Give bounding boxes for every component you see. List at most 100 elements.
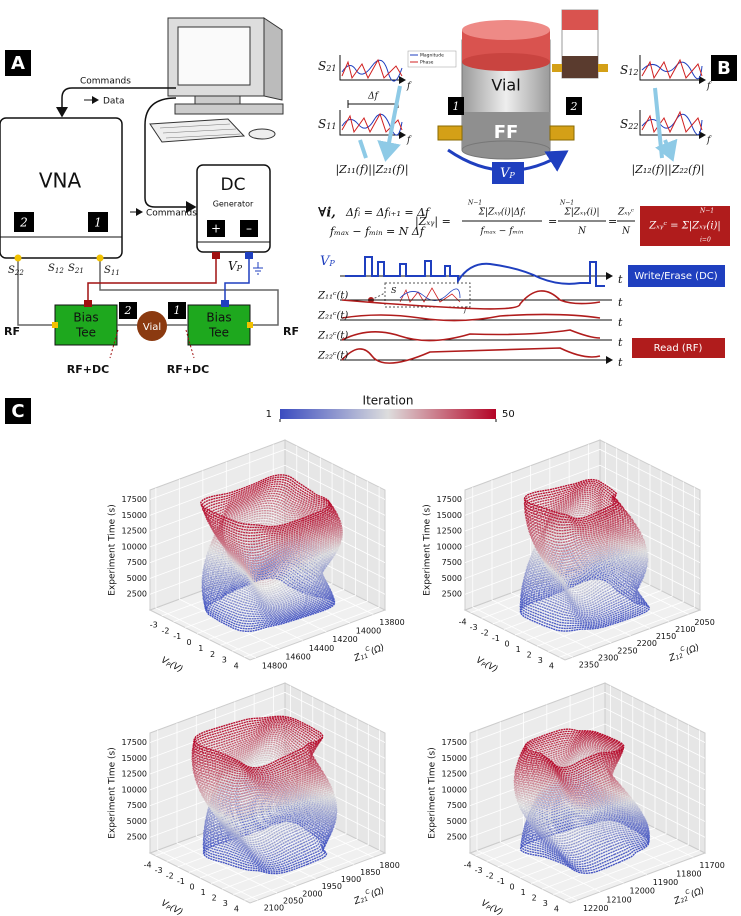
z-tick-label: 5000 bbox=[447, 817, 467, 826]
v-base: V bbox=[320, 254, 331, 269]
y-tick-label: 2150 bbox=[656, 632, 676, 641]
grid-line bbox=[559, 487, 695, 658]
terminal-label: + bbox=[211, 222, 221, 236]
trajectory-loop bbox=[202, 815, 330, 870]
trajectory-loop bbox=[519, 819, 650, 874]
trajectory-loop bbox=[207, 788, 338, 846]
panel-label: C bbox=[11, 401, 24, 422]
data-label: Data bbox=[103, 97, 125, 107]
grid-line bbox=[196, 463, 333, 634]
trajectory-loop bbox=[523, 559, 645, 610]
z-tick-label: 15000 bbox=[122, 754, 147, 763]
trace-label: Z₂₁ᶜ(t) bbox=[317, 311, 348, 322]
grid-line bbox=[149, 496, 386, 548]
trajectory-loop bbox=[201, 550, 326, 607]
trajectory-loop bbox=[193, 715, 324, 769]
x-tick-label: 1 bbox=[198, 644, 203, 653]
formula-num: Zₓᵧᶜ bbox=[617, 208, 634, 218]
y-label-sub: 11 bbox=[359, 652, 369, 661]
vp-box bbox=[492, 162, 524, 184]
y-tick-label: 1850 bbox=[360, 868, 380, 877]
z-axis-label: Experiment Time (s) bbox=[423, 504, 433, 595]
dc-wire-red bbox=[87, 252, 217, 305]
y-axis-label: Z12C(Ω) bbox=[666, 640, 701, 664]
computer bbox=[149, 17, 284, 143]
x-tick-label: 2 bbox=[210, 650, 215, 659]
trajectory-loop bbox=[191, 726, 316, 781]
trajectory-loop bbox=[514, 743, 618, 790]
rfdc-label: RF+DC bbox=[67, 363, 109, 376]
trajectory-loop bbox=[515, 740, 620, 786]
z-tick-label: 10000 bbox=[442, 785, 467, 794]
port-box bbox=[119, 302, 137, 319]
x-tick-label: 2 bbox=[212, 894, 217, 903]
grid-line bbox=[178, 479, 280, 650]
t-label: t bbox=[618, 273, 623, 286]
grid-line bbox=[464, 480, 701, 532]
trace-label: Z₁₁ᶜ(t) bbox=[317, 291, 348, 302]
grid-line bbox=[510, 472, 612, 644]
s21-label: S21 bbox=[318, 59, 336, 74]
trajectory-loop bbox=[523, 478, 618, 520]
z-tick-label: 12500 bbox=[442, 770, 467, 779]
trajectory-loop bbox=[517, 736, 622, 780]
y-label-unit: (Ω) bbox=[684, 642, 701, 656]
z-tick-label: 2500 bbox=[127, 833, 147, 842]
x-tick-label: 0 bbox=[189, 883, 194, 892]
x-label-base: V bbox=[474, 655, 485, 667]
trajectory-loop bbox=[523, 557, 646, 608]
vp-waveform bbox=[345, 256, 605, 287]
connector bbox=[245, 252, 253, 259]
v-sub: P bbox=[236, 264, 243, 273]
x-label-sub: P bbox=[165, 661, 172, 669]
z-axis-label: Experiment Time (s) bbox=[108, 504, 118, 595]
x-label-sub: P bbox=[165, 904, 172, 912]
port-label: 2 bbox=[570, 100, 578, 113]
sum-upper: N−1 bbox=[699, 208, 714, 215]
legend-label: Magnitude bbox=[420, 53, 444, 59]
y-tick-label: 13800 bbox=[379, 618, 404, 627]
trace-label: Z₂₂ᶜ(t) bbox=[317, 351, 348, 362]
trajectory-loop bbox=[521, 772, 639, 825]
trajectory-loop bbox=[205, 536, 337, 594]
x-label-base: V bbox=[159, 898, 170, 910]
trajectory-loop bbox=[525, 554, 647, 604]
trajectory-loop bbox=[522, 730, 625, 771]
x-tick-label: 1 bbox=[201, 888, 206, 897]
trajectory-loop bbox=[202, 817, 328, 871]
x-tick-label: 4 bbox=[234, 905, 239, 914]
terminal-box bbox=[240, 220, 258, 237]
trajectory-loop bbox=[204, 540, 335, 597]
y-tick-label: 1900 bbox=[341, 875, 361, 884]
y-label-base: Z bbox=[352, 895, 363, 907]
s-sub: 12 bbox=[628, 68, 638, 77]
x-tick-label: -1 bbox=[173, 632, 181, 641]
trajectory-loop bbox=[204, 541, 334, 599]
y-label-sub: 21 bbox=[359, 895, 369, 904]
s11-label: S11 bbox=[104, 265, 120, 278]
trajectory-loop bbox=[210, 528, 341, 584]
x-tick-label: 4 bbox=[554, 905, 559, 914]
x-axis-label: VP(V) bbox=[479, 898, 504, 916]
terminal-label: – bbox=[246, 222, 252, 236]
x-label-sub: P bbox=[480, 661, 487, 669]
s-base: S bbox=[318, 59, 326, 73]
trajectory-loop bbox=[201, 557, 330, 613]
trace bbox=[341, 290, 601, 310]
spectrum bbox=[639, 110, 706, 139]
z-tick-label: 2500 bbox=[442, 590, 462, 599]
x-tick-label: 4 bbox=[549, 662, 554, 671]
grid-line bbox=[220, 475, 356, 646]
grid-line bbox=[185, 457, 321, 629]
z-tick-label: 17500 bbox=[122, 495, 147, 504]
trajectory-loop bbox=[524, 487, 627, 529]
trajectory-loop bbox=[524, 484, 623, 525]
s12-label: S12 bbox=[620, 63, 638, 78]
trajectory-loop bbox=[192, 718, 322, 772]
grid-line bbox=[149, 480, 386, 532]
grid-line bbox=[499, 721, 601, 893]
spectrum bbox=[639, 55, 706, 84]
legend-label: Phase bbox=[420, 60, 434, 66]
y-tick-label: 1800 bbox=[379, 861, 399, 870]
